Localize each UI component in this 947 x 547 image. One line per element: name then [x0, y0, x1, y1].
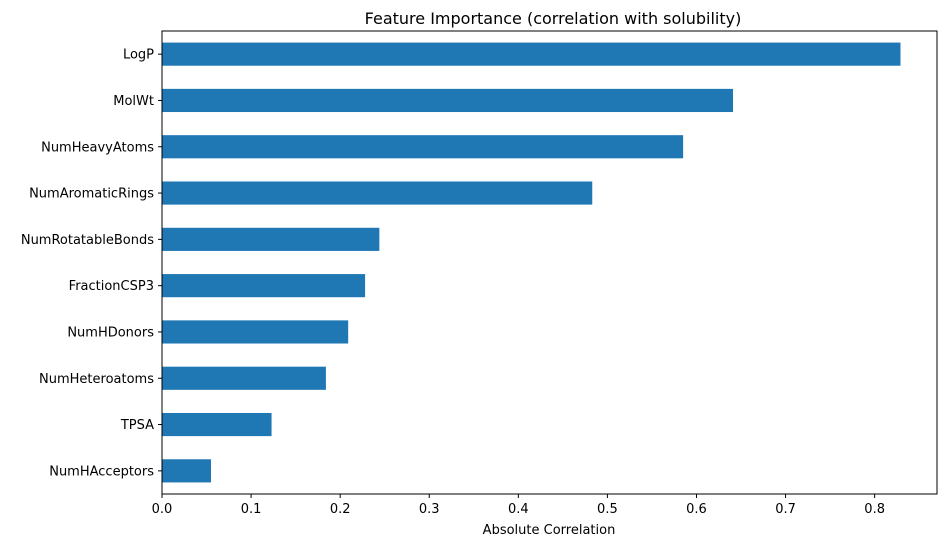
x-tick-label: 0.6: [686, 502, 707, 517]
bar-numaromaticrings: [162, 181, 593, 205]
x-axis-ticks: 0.0 0.1 0.2 0.3 0.4 0.5 0.6 0.7 0.8: [152, 494, 885, 517]
y-tick-label: LogP: [123, 48, 154, 63]
bar-numrotatablebonds: [162, 227, 380, 251]
bar-logp: [162, 42, 901, 66]
x-tick-label: 0.5: [597, 502, 618, 517]
bar-tpsa: [162, 412, 272, 437]
chart-title: Feature Importance (correlation with sol…: [365, 9, 742, 28]
plot-frame: [161, 30, 938, 495]
y-tick-label: MolWt: [113, 94, 154, 109]
bar-numhdonors: [162, 320, 349, 344]
bars-group: [162, 42, 901, 483]
y-tick-label: NumRotatableBonds: [21, 233, 154, 248]
y-tick-label: NumHAcceptors: [49, 464, 154, 479]
bar-molwt: [162, 88, 734, 113]
x-axis-label: Absolute Correlation: [483, 523, 616, 538]
x-tick-label: 0.0: [152, 502, 173, 517]
x-tick-label: 0.3: [419, 502, 440, 517]
y-tick-label: NumHeteroatoms: [39, 372, 154, 387]
y-tick-label: NumAromaticRings: [29, 187, 154, 202]
bar-numheavyatoms: [162, 135, 684, 159]
bar-numhacceptors: [162, 459, 211, 483]
bar-numheteroatoms: [162, 366, 326, 390]
x-tick-label: 0.1: [241, 502, 262, 517]
y-tick-label: NumHDonors: [67, 325, 154, 340]
x-tick-label: 0.4: [508, 502, 529, 517]
y-tick-label: FractionCSP3: [69, 279, 154, 294]
x-tick-label: 0.7: [775, 502, 796, 517]
y-tick-label: NumHeavyAtoms: [41, 140, 154, 155]
y-axis-ticks: LogP MolWt NumHeavyAtoms NumAromaticRings Nu…: [21, 48, 162, 479]
x-tick-label: 0.2: [330, 502, 351, 517]
x-tick-label: 0.8: [864, 502, 885, 517]
y-tick-label: TPSA: [120, 418, 154, 433]
bar-fractioncsp3: [162, 274, 366, 298]
